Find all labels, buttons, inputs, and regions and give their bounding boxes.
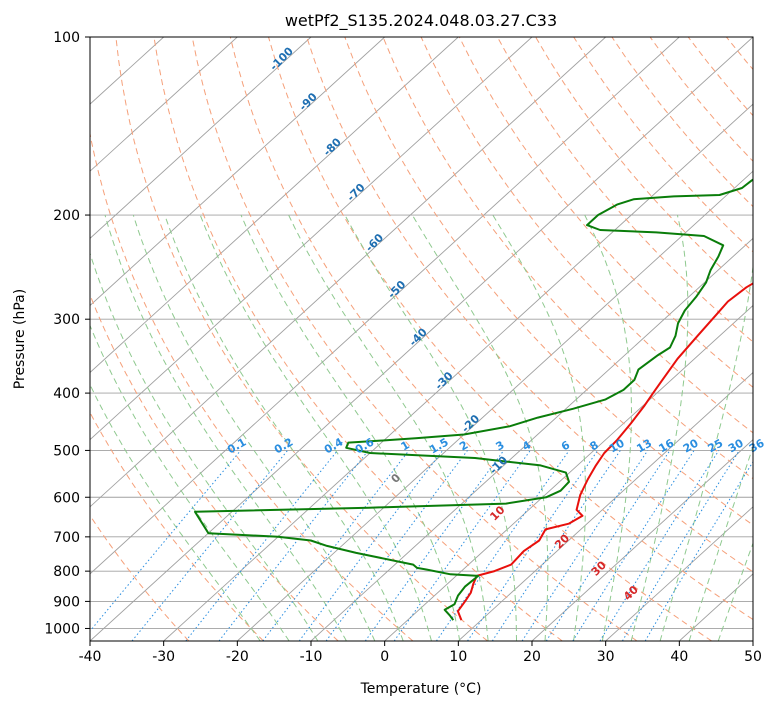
mixing-ratio-line: [599, 450, 720, 641]
y-tick-label: 100: [53, 30, 80, 46]
isotherm-line: [90, 37, 386, 307]
moist-adiabat-line: [411, 214, 549, 641]
dry-adiabat-line: [191, 37, 638, 641]
mixing-ratio-line: [491, 450, 621, 641]
dry-adiabat-line: [153, 37, 563, 641]
y-tick-label: 300: [53, 312, 80, 328]
x-tick-label: -30: [152, 649, 175, 665]
isotherm-line: [384, 304, 753, 641]
y-tick-label: 700: [53, 530, 80, 546]
x-axis-label: Temperature (°C): [360, 681, 482, 697]
background-reference-lines: [90, 37, 753, 641]
x-tick-label: -10: [300, 649, 323, 665]
mixing-ratio-line: [90, 450, 242, 632]
isotherm-line: [90, 37, 312, 239]
isotherm-line: [90, 37, 753, 641]
dry-adiabat-line: [115, 37, 488, 641]
moist-adiabat-line: [90, 251, 319, 641]
isotherm-line: [310, 237, 753, 641]
temperature-profile-line: [456, 282, 753, 621]
dry-adiabat-line: [90, 411, 264, 641]
y-axis-ticks: 100 200 300 400 500 600 700 800 900 1000: [44, 30, 90, 637]
mixing-ratio-line: [262, 450, 410, 641]
y-tick-label: 900: [53, 594, 80, 610]
data-series: [194, 178, 753, 621]
mixing-ratio-line: [545, 450, 671, 641]
moist-adiabat-line: [688, 445, 753, 641]
isotherm-line: [457, 371, 753, 641]
mixing-ratio-line: [185, 450, 338, 641]
dry-adiabat-line: [229, 37, 712, 641]
x-tick-label: 50: [744, 649, 762, 665]
moist-adiabat-line: [132, 214, 376, 641]
x-tick-label: 30: [597, 649, 615, 665]
moist-adiabat-line: [584, 214, 633, 641]
x-tick-label: 20: [523, 649, 541, 665]
x-tick-label: -40: [79, 649, 102, 665]
y-tick-label: 600: [53, 490, 80, 506]
mixing-ratio-line: [364, 450, 505, 641]
moist-adiabat-line: [492, 214, 587, 641]
mixing-ratio-line: [521, 450, 649, 641]
isotherm-line: [531, 439, 753, 641]
moist-adiabat-line: [90, 324, 290, 641]
isotherm-line: [605, 506, 753, 641]
dry-adiabat-line: [90, 514, 190, 641]
x-tick-label: -20: [226, 649, 249, 665]
isotherm-line: [90, 37, 238, 172]
x-axis-ticks: -40 -30 -20 -10 0 10 20 30 40 50: [79, 641, 762, 665]
dry-adiabat-line: [268, 37, 753, 621]
mixing-ratio-line: [131, 450, 288, 641]
mixing-ratio-line: [393, 450, 531, 641]
mixing-ratio-line: [467, 450, 599, 641]
y-tick-label: 1000: [44, 621, 80, 637]
x-tick-label: 10: [449, 649, 467, 665]
x-tick-label: 40: [670, 649, 688, 665]
isotherm-line: [90, 37, 680, 575]
dry-adiabat-line: [90, 131, 414, 641]
moist-adiabat-line: [240, 214, 461, 641]
isotherm-line: [163, 103, 753, 641]
dewpoint-profile-line: [194, 178, 753, 621]
moist-adiabat-line: [90, 383, 261, 641]
chart-title: wetPf2_S135.2024.048.03.27.C33: [285, 11, 557, 31]
dry-adiabat-line: [306, 37, 753, 573]
moist-adiabat-line: [344, 214, 517, 641]
y-tick-label: 200: [53, 208, 80, 224]
mixing-ratio-line: [621, 450, 740, 641]
mixing-ratio-line: [298, 450, 444, 641]
plot-frame: [89, 36, 754, 642]
y-tick-label: 500: [53, 443, 80, 459]
isotherm-line: [236, 170, 753, 641]
y-tick-label: 400: [53, 386, 80, 402]
x-tick-label: 0: [380, 649, 389, 665]
isotherm-line: [90, 37, 533, 441]
moist-adiabat-line: [630, 214, 689, 641]
y-axis-label: Pressure (hPa): [12, 289, 28, 389]
isotherm-line: [90, 37, 459, 374]
mixing-ratio-line: [325, 450, 468, 641]
moist-adiabat-line: [104, 214, 347, 641]
mixing-ratio-line: [572, 450, 695, 641]
dry-adiabat-line: [344, 37, 753, 526]
isotherm-line: [90, 37, 607, 508]
dry-adiabat-line: [535, 37, 753, 298]
y-tick-label: 800: [53, 564, 80, 580]
